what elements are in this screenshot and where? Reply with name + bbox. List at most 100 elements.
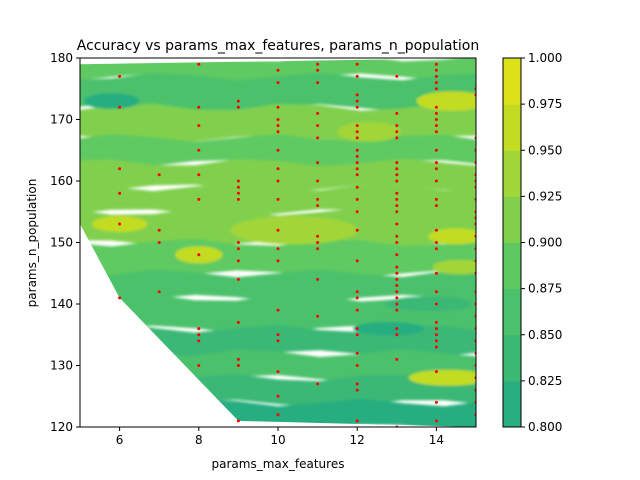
x-tick-label: 12 [350,433,365,447]
data-point [197,364,201,367]
data-point [434,400,438,404]
x-tick-label: 10 [270,433,285,447]
data-point [316,234,320,238]
contour-region [230,216,358,245]
data-point [434,130,438,134]
data-point [355,210,359,214]
data-point [434,271,438,275]
data-point [316,124,320,128]
data-point [355,290,359,294]
data-point [316,247,320,251]
data-point [276,148,280,152]
data-point [276,394,280,398]
colorbar-ticks: 0.800 0.825 0.850 0.875 0.900 0.925 0.950 0.975… [521,51,562,434]
contour-region [408,369,476,386]
data-point [316,197,320,201]
data-point [236,247,240,251]
contour-region [428,228,476,245]
x-tick-label: 8 [195,433,203,447]
data-point [157,290,161,294]
data-point [395,161,399,165]
data-point [434,87,438,91]
data-point [118,191,122,195]
data-point [395,277,399,281]
data-point [276,333,280,337]
contour-region [416,91,476,111]
data-point [395,74,399,78]
data-point [395,130,399,134]
data-point [236,197,240,201]
data-point [395,124,399,128]
data-point [434,333,438,337]
data-point [395,265,399,269]
data-point [157,241,161,244]
data-point [395,197,399,201]
data-point [395,271,399,275]
data-point [316,277,320,281]
data-point [276,130,280,134]
x-tick-label: 14 [429,433,444,447]
data-point [355,327,359,331]
data-point [197,62,201,66]
data-point [434,339,438,343]
colorbar-tick-label: 0.875 [528,282,562,296]
data-point [355,351,359,355]
data-point [395,302,399,306]
data-point [355,99,359,103]
data-point [118,167,122,171]
data-point [355,74,359,78]
data-point [355,105,359,109]
data-point [316,382,320,386]
data-point [355,130,359,134]
data-point [236,241,240,244]
data-point [395,111,399,115]
data-point [316,62,320,66]
data-point [395,308,399,312]
data-point [355,124,359,128]
y-axis-label: params_n_population [25,179,39,308]
colorbar-swatch [503,334,521,382]
contour-region [218,167,282,183]
data-point [236,259,240,263]
data-point [434,148,438,152]
data-point [434,68,438,72]
sample-points [118,62,476,427]
y-tick-label: 170 [50,113,73,127]
data-point [197,253,201,257]
x-tick-label: 6 [116,433,124,447]
contour-region [83,93,140,110]
data-point [355,185,359,189]
contour-band [80,72,476,112]
data-point [395,173,399,177]
data-point [276,247,280,251]
data-point [276,308,280,312]
data-point [355,154,359,158]
data-point [236,179,240,183]
data-point [316,314,320,318]
data-point [355,382,359,386]
data-point [236,191,240,195]
data-point [395,241,399,244]
data-point [236,277,240,281]
data-point [157,173,161,177]
data-point [434,74,438,78]
data-point [118,296,122,300]
data-point [395,191,399,195]
data-point [316,204,320,208]
data-point [395,136,399,140]
data-point [236,419,240,423]
data-point [434,197,438,201]
colorbar-tick-label: 1.000 [528,51,562,65]
data-point [355,148,359,152]
data-point [316,111,320,115]
data-point [355,161,359,165]
data-point [395,222,399,226]
colorbar-swatches [503,58,521,428]
y-tick-label: 150 [50,236,73,250]
data-point [355,62,359,66]
contour-region [309,407,389,423]
data-point [276,228,280,232]
data-point [355,93,359,97]
data-point [316,161,320,165]
